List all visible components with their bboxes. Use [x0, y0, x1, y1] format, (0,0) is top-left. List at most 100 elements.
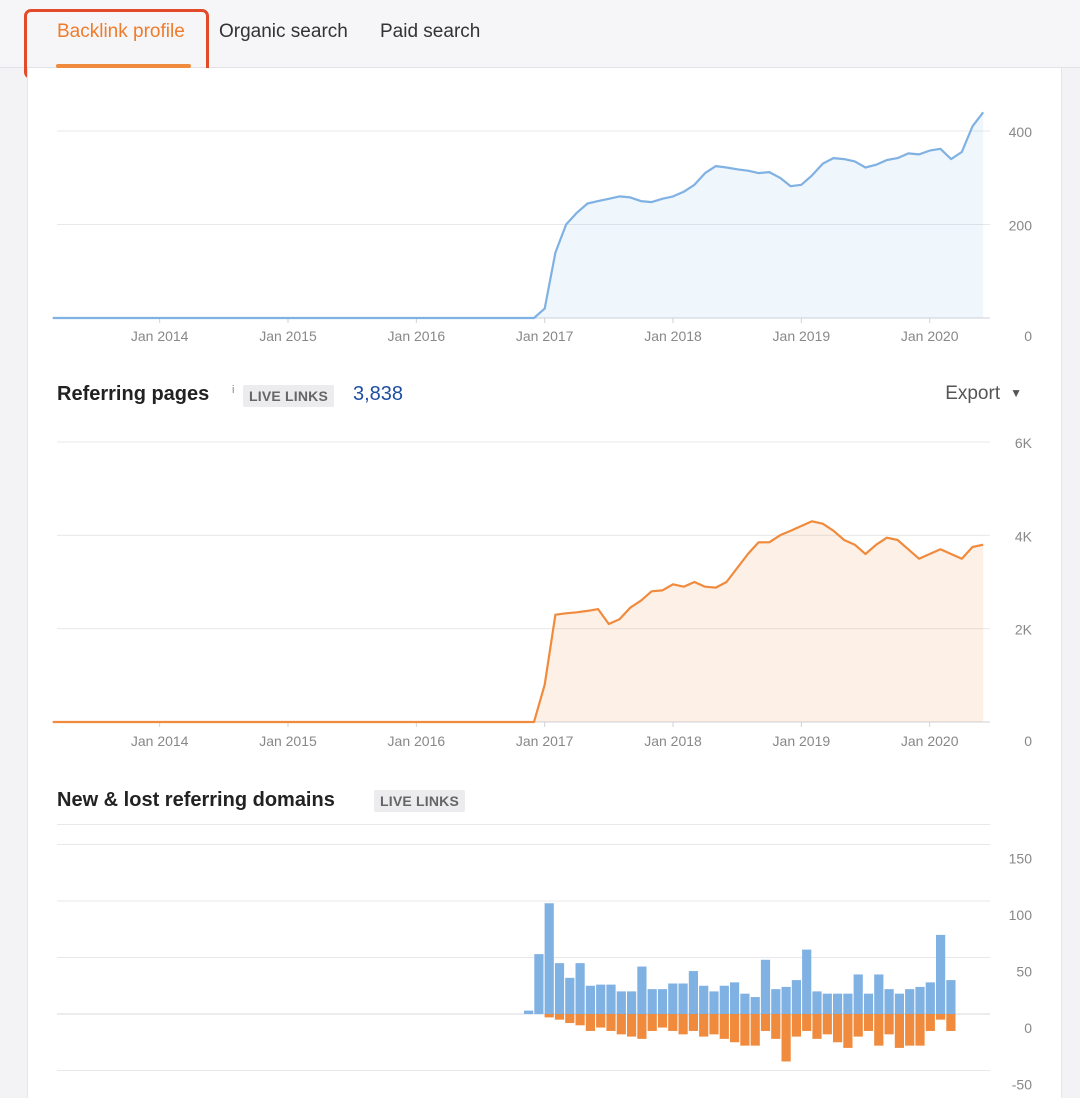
lost-domains-bar: [647, 1014, 657, 1031]
new-domains-bar: [884, 989, 894, 1014]
new-domains-bar: [524, 1010, 534, 1014]
new-domains-bar: [534, 954, 544, 1014]
lost-domains-bar: [843, 1014, 853, 1048]
new-domains-bar: [843, 993, 853, 1014]
new-domains-bar: [637, 966, 647, 1014]
referring-pages-count[interactable]: 3,838: [353, 383, 404, 405]
lost-domains-bar: [719, 1014, 729, 1039]
y-tick-label: 400: [1009, 124, 1033, 140]
referring-domains-area: [52, 112, 984, 318]
lost-domains-bar: [585, 1014, 595, 1031]
lost-domains-bar: [802, 1014, 812, 1031]
x-tick-label: Jan 2014: [131, 328, 189, 344]
x-tick-label: Jan 2020: [901, 328, 959, 344]
y-tick-label: -50: [1012, 1077, 1032, 1093]
lost-domains-bar: [750, 1014, 760, 1046]
lost-domains-bar: [627, 1014, 637, 1037]
new-domains-bar: [925, 982, 935, 1014]
lost-domains-bar: [554, 1014, 565, 1020]
lost-domains-bar: [668, 1014, 678, 1031]
x-tick-label: Jan 2017: [516, 328, 574, 344]
new-domains-bar: [740, 993, 750, 1014]
new-domains-bar: [565, 977, 575, 1014]
lost-domains-bar: [894, 1014, 904, 1048]
x-tick-label: Jan 2017: [516, 733, 574, 749]
new-domains-bar: [874, 974, 884, 1014]
referring-domains-line: [52, 111, 985, 320]
new-domains-bar: [750, 997, 760, 1014]
y-tick-label: 0: [1024, 328, 1032, 344]
new-domains-bar: [760, 959, 771, 1014]
new-domains-bar: [905, 989, 915, 1014]
new-domains-bar: [915, 986, 925, 1014]
new-domains-bar: [616, 991, 626, 1014]
new-domains-bar: [585, 985, 595, 1014]
y-tick-label: 6K: [1015, 435, 1033, 451]
lost-domains-bar: [771, 1014, 781, 1039]
live-links-badge: LIVE LINKS: [243, 385, 335, 407]
new-domains-bar: [791, 980, 801, 1014]
x-tick-label: Jan 2019: [773, 328, 831, 344]
live-links-badge: LIVE LINKS: [374, 790, 466, 812]
new-domains-bar: [699, 985, 709, 1014]
new-domains-bar: [627, 991, 637, 1014]
x-tick-label: Jan 2019: [773, 733, 831, 749]
report-tabs: Backlink profile Organic search Paid sea…: [0, 0, 1080, 79]
new-domains-bar: [812, 991, 822, 1014]
lost-domains-bar: [853, 1014, 863, 1037]
new-lost-title: New & lost referring domains: [57, 789, 335, 811]
new-domains-bar: [606, 984, 616, 1014]
lost-domains-bar: [699, 1014, 709, 1037]
lost-domains-bar: [637, 1014, 647, 1039]
new-domains-bar: [575, 963, 585, 1014]
new-domains-bar: [596, 984, 606, 1014]
lost-domains-bar: [791, 1014, 801, 1037]
y-tick-label: 50: [1016, 964, 1032, 980]
new-domains-bar: [688, 971, 698, 1014]
lost-domains-bar: [925, 1014, 935, 1031]
lost-domains-bar: [688, 1014, 698, 1031]
export-button[interactable]: Export ▼: [945, 383, 1022, 405]
new-domains-bar: [544, 903, 554, 1014]
y-tick-label: 200: [1009, 218, 1033, 234]
new-domains-bar: [668, 983, 678, 1014]
info-icon[interactable]: i: [232, 384, 235, 396]
new-domains-bar: [771, 989, 781, 1014]
new-domains-bar: [822, 993, 832, 1014]
y-tick-label: 2K: [1015, 622, 1033, 638]
x-tick-label: Jan 2018: [644, 733, 702, 749]
caret-down-icon: ▼: [1010, 386, 1022, 400]
lost-domains-bar: [616, 1014, 626, 1035]
new-domains-bar: [863, 993, 874, 1014]
tab-backlink-profile[interactable]: Backlink profile: [57, 21, 185, 42]
new-domains-bar: [833, 993, 843, 1014]
lost-domains-bar: [565, 1014, 575, 1024]
new-domains-bar: [781, 986, 791, 1014]
lost-domains-bar: [781, 1014, 791, 1062]
x-tick-label: Jan 2015: [259, 328, 317, 344]
lost-domains-bar: [544, 1014, 554, 1018]
x-tick-label: Jan 2015: [259, 733, 317, 749]
x-tick-label: Jan 2016: [388, 328, 446, 344]
new-domains-bar: [946, 980, 956, 1014]
lost-domains-bar: [760, 1014, 771, 1031]
tab-paid-search[interactable]: Paid search: [380, 21, 481, 42]
new-domains-bar: [719, 985, 729, 1014]
lost-domains-bar: [606, 1014, 616, 1031]
x-tick-label: Jan 2014: [131, 733, 189, 749]
lost-domains-bar: [812, 1014, 822, 1039]
referring-pages-line: [52, 520, 984, 724]
tab-organic-search[interactable]: Organic search: [219, 21, 348, 42]
new-domains-bar: [802, 949, 812, 1014]
lost-domains-bar: [678, 1014, 688, 1035]
new-domains-bar: [709, 991, 719, 1014]
lost-domains-bar: [874, 1014, 884, 1046]
lost-domains-bar: [596, 1014, 606, 1028]
lost-domains-bar: [946, 1014, 956, 1031]
y-tick-label: 4K: [1015, 528, 1033, 544]
y-tick-label: 0: [1024, 1020, 1032, 1036]
new-domains-bar: [647, 989, 657, 1014]
new-domains-bar: [936, 934, 946, 1014]
active-tab-underline: [56, 64, 191, 68]
